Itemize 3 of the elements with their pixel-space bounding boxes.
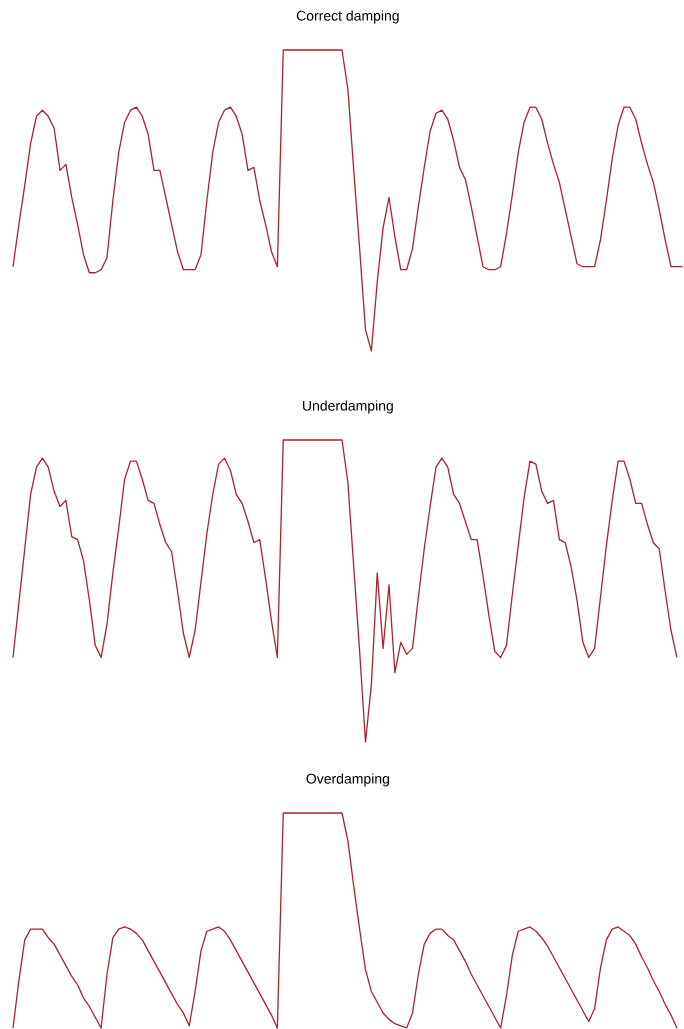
- chart-title: Overdamping: [306, 773, 389, 787]
- chart-title: Correct damping: [296, 10, 399, 24]
- chart-title: Underdamping: [303, 400, 393, 414]
